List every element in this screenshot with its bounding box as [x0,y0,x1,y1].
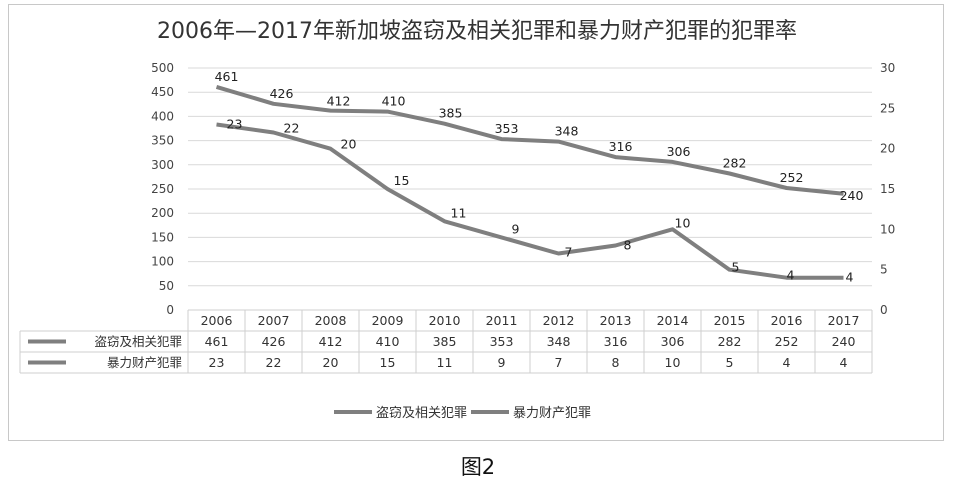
table-cell: 410 [376,334,400,349]
data-label: 412 [327,94,351,109]
table-cell: 306 [661,334,685,349]
table-row-label: 暴力财产犯罪 [107,355,182,370]
data-label: 306 [667,144,691,159]
y-tick-label-right: 5 [880,263,888,277]
table-cell: 240 [832,334,856,349]
data-label: 461 [215,69,239,84]
x-tick-label: 2017 [828,313,860,328]
legend-label: 暴力财产犯罪 [513,406,591,421]
x-tick-label: 2014 [657,313,689,328]
x-tick-label: 2016 [771,313,803,328]
y-tick-label-left: 150 [151,230,174,244]
y-tick-label-left: 100 [151,255,174,269]
data-label: 8 [624,237,632,252]
x-tick-label: 2006 [201,313,233,328]
y-tick-label-left: 300 [151,158,174,172]
y-tick-label-right: 20 [880,142,895,156]
data-label: 23 [227,116,243,131]
x-tick-label: 2007 [258,313,290,328]
table-cell: 23 [209,355,225,370]
data-label: 385 [439,106,463,121]
table-cell: 9 [498,355,506,370]
y-tick-label-left: 450 [151,85,174,99]
data-label: 410 [382,94,406,109]
y-tick-label-right: 30 [880,61,895,75]
table-cell: 4 [840,355,848,370]
data-label: 4 [787,268,795,283]
y-tick-label-left: 200 [151,206,174,220]
x-tick-label: 2009 [372,313,404,328]
table-cell: 22 [266,355,282,370]
table-cell: 7 [555,355,563,370]
data-label: 426 [270,86,294,101]
data-label: 7 [565,245,573,260]
table-cell: 316 [604,334,628,349]
series-line-1 [215,84,844,196]
data-label: 252 [780,170,804,185]
y-tick-label-left: 0 [166,303,174,317]
x-tick-label: 2012 [543,313,575,328]
y-tick-label-left: 350 [151,134,174,148]
data-label: 9 [512,221,520,236]
data-label: 282 [723,156,747,171]
table-cell: 252 [775,334,799,349]
table-cell: 10 [665,355,681,370]
table-cell: 412 [319,334,343,349]
table-cell: 282 [718,334,742,349]
y-tick-label-left: 50 [159,279,174,293]
series-line-2 [216,122,844,280]
y-tick-label-right: 0 [880,303,888,317]
x-tick-label: 2015 [714,313,746,328]
data-label: 240 [840,188,864,203]
data-label: 20 [341,137,357,152]
chart-title: 2006年—2017年新加坡盗窃及相关犯罪和暴力财产犯罪的犯罪率 [157,19,797,44]
data-label: 353 [495,121,519,136]
chart-frame: 2006年—2017年新加坡盗窃及相关犯罪和暴力财产犯罪的犯罪率 [8,4,944,441]
table-cell: 426 [262,334,286,349]
x-tick-label: 2013 [600,313,632,328]
table-cell: 353 [490,334,514,349]
y-tick-label-left: 250 [151,182,174,196]
data-label: 316 [609,139,633,154]
data-label: 15 [394,173,410,188]
legend-label: 盗窃及相关犯罪 [376,405,467,421]
data-label: 5 [732,260,740,275]
table-cell: 8 [612,355,620,370]
table-cell: 5 [726,355,734,370]
table-cell: 15 [380,355,396,370]
y-tick-label-right: 25 [880,101,895,115]
data-label: 11 [451,205,467,220]
y-tick-label-left: 400 [151,109,174,123]
y-tick-label-right: 10 [880,222,895,236]
data-label: 22 [284,121,300,136]
table-row-label: 盗窃及相关犯罪 [94,334,182,349]
y-tick-label-left: 500 [151,61,174,75]
table-cell: 4 [783,355,791,370]
x-tick-label: 2011 [486,313,518,328]
table-cell: 348 [547,334,571,349]
table-cell: 11 [437,355,453,370]
table-cell: 20 [323,355,339,370]
table-cell: 385 [433,334,457,349]
table-cell: 461 [205,334,229,349]
figure-caption: 图2 [460,455,496,479]
y-tick-label-right: 15 [880,182,895,196]
x-tick-label: 2008 [315,313,347,328]
data-label: 348 [555,124,579,139]
x-tick-label: 2010 [429,313,461,328]
data-label: 4 [846,270,854,285]
data-label: 10 [675,215,691,230]
